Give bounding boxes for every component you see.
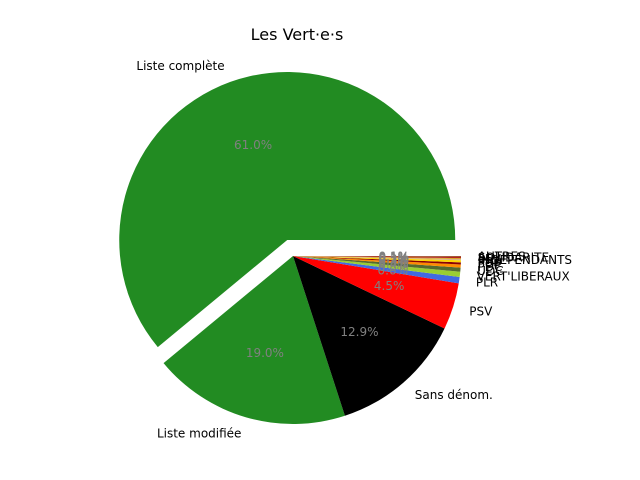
slice-label-1: Liste modifiée	[157, 426, 241, 440]
slice-percent-6: 0.4%	[378, 257, 409, 271]
pie-slices	[119, 72, 461, 424]
chart-title: Les Vert·e·s	[251, 25, 344, 44]
slice-label-0: Liste complète	[136, 59, 224, 73]
pie-slice-10	[293, 256, 461, 261]
pie-slice-9	[293, 256, 461, 263]
pie-slice-13	[293, 256, 461, 258]
slice-percent-4: 0.6%	[377, 264, 408, 278]
pie-slice-7	[293, 256, 461, 268]
pie-labels: Liste complète Liste modifiée Sans dénom. P…	[136, 59, 572, 440]
slice-label-8: POP	[478, 257, 502, 271]
pie-slice-3	[293, 256, 459, 329]
slice-label-11: PEV	[478, 252, 502, 266]
slice-label-12: SOLIDARITE	[478, 251, 549, 265]
pie-slice-5	[293, 256, 461, 278]
slice-label-13: AUTRES	[478, 250, 526, 264]
slice-percent-12: 0.1%	[379, 250, 410, 264]
slice-percent-7: 0.3%	[378, 255, 409, 269]
pie-slice-1	[163, 256, 345, 424]
slice-percent-1: 19.0%	[246, 346, 284, 360]
pie-slice-8	[293, 256, 461, 265]
slice-percent-3: 4.5%	[374, 279, 405, 293]
pie-slice-4	[293, 256, 460, 284]
slice-label-3: PSV	[469, 304, 493, 318]
slice-percent-9: 0.2%	[379, 252, 410, 266]
slice-percent-0: 61.0%	[234, 138, 272, 152]
slice-label-5: VERT'LIBERAUX	[477, 269, 570, 283]
pie-slice-6	[293, 256, 461, 272]
pie-slice-0	[119, 72, 456, 348]
slice-percent-8: 0.2%	[378, 253, 409, 267]
slice-label-7: PDC	[477, 260, 502, 274]
pie-percent-labels: 61.0% 19.0% 12.9% 4.5%0.6%0.5%0.4%0.3%0.2%0…	[234, 138, 409, 360]
slice-percent-10: 0.1%	[379, 251, 410, 265]
pie-slice-11	[293, 256, 461, 260]
slice-label-10: INDEPENDANTS	[478, 253, 572, 267]
slice-percent-13: 0.1%	[379, 249, 410, 263]
slice-label-9: PBD	[478, 255, 503, 269]
slice-label-4: PLR	[476, 276, 498, 290]
slice-label-2: Sans dénom.	[415, 388, 493, 402]
slice-label-6: UDC	[477, 264, 503, 278]
slice-percent-11: 0.1%	[379, 251, 410, 265]
slice-percent-2: 12.9%	[340, 325, 378, 339]
slice-percent-5: 0.5%	[378, 260, 409, 274]
pie-slice-2	[293, 256, 445, 416]
pie-slice-12	[293, 256, 461, 259]
